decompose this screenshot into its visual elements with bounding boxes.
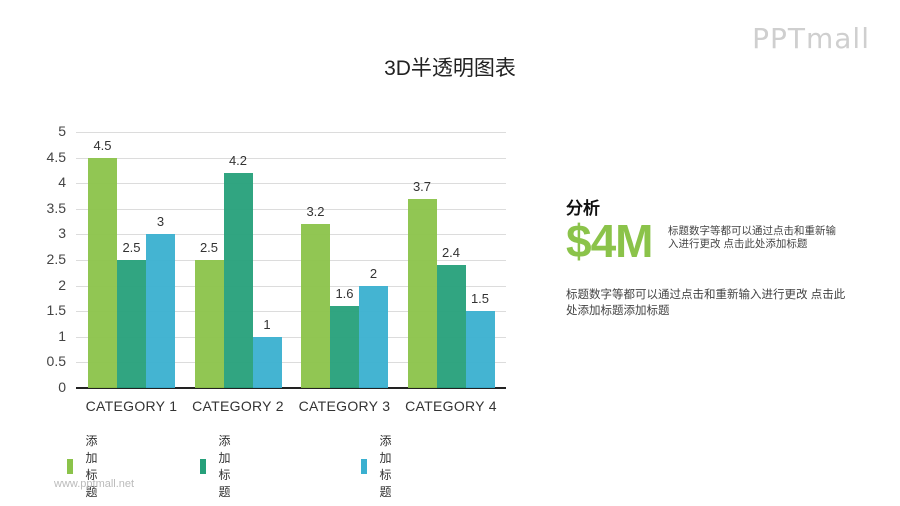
y-tick-label: 1 [58,327,66,344]
gridline [76,208,506,210]
bar-3-1 [301,224,330,388]
data-label: 2.4 [441,245,461,261]
bar-2-1 [194,260,224,388]
y-tick-label: 2.5 [46,251,66,267]
legend-label: 添加标题 [218,434,231,499]
bar-3-2 [330,306,359,388]
gridline [76,234,506,236]
y-tick-label: 4.5 [46,148,66,165]
data-label: 3.2 [306,204,325,220]
gridline [76,183,506,185]
big-number: $4M [566,215,653,267]
bar-2-3 [252,336,282,388]
analysis-title: 分析 [566,199,600,218]
x-axis-line [76,387,506,389]
legend-item: 添加标题 [67,432,106,500]
category-label: CATEGORY 3 [298,398,391,414]
data-label: 4.2 [228,152,248,168]
legend-item: 添加标题 [200,432,239,500]
legend-label: 添加标题 [379,434,392,499]
gridline [76,362,506,364]
brand-logo: PPTmall [752,22,870,55]
big-number-description: 标题数字等都可以通过点击和重新输入进行更改 点击此处添加标题 [668,225,836,250]
category-label: CATEGORY 2 [192,398,284,414]
y-tick-label: 4 [58,174,66,191]
legend-swatch [361,458,368,474]
data-label: 4.5 [93,137,112,153]
gridline [76,336,506,338]
bar-1-3 [146,234,175,388]
legend-label: 添加标题 [85,434,98,499]
data-label: 2 [369,265,378,281]
slide-title: 3D半透明图表 [384,57,516,80]
gridline [76,311,506,313]
legend-swatch [200,458,207,474]
gridline [76,260,506,261]
y-tick-label: 0.5 [46,353,66,370]
gridline [76,157,506,159]
gridline [76,285,506,287]
bar-3-3 [359,285,388,388]
y-tick-label: 2 [58,276,66,293]
data-label: 3.7 [412,178,432,194]
y-tick-label: 1.5 [46,302,66,319]
data-label: 1 [263,316,271,332]
category-label: CATEGORY 1 [85,398,178,414]
legend-swatch [67,458,74,474]
footer-url: www.pptmall.net [54,478,135,490]
legend-item: 添加标题 [361,432,400,500]
bar-4-2 [436,265,466,388]
y-tick-label: 3 [58,225,66,242]
bar-4-3 [465,311,495,388]
bar-1-1 [88,157,117,388]
category-label: CATEGORY 4 [405,398,497,414]
data-label: 1.6 [335,286,354,302]
y-tick-label: 5 [58,123,66,139]
analysis-description: 标题数字等都可以通过点击和重新输入进行更改 点击此处添加标题添加标题 [566,289,846,317]
data-label: 1.5 [470,291,490,307]
y-tick-label: 3.5 [46,199,66,216]
data-label: 2.5 [122,240,141,255]
bar-4-1 [407,198,437,388]
data-label: 3 [156,214,165,230]
y-tick-label: 0 [58,379,66,395]
gridline [76,132,506,133]
bar-2-2 [223,172,253,388]
data-label: 2.5 [199,240,219,255]
bar-1-2 [117,260,146,388]
